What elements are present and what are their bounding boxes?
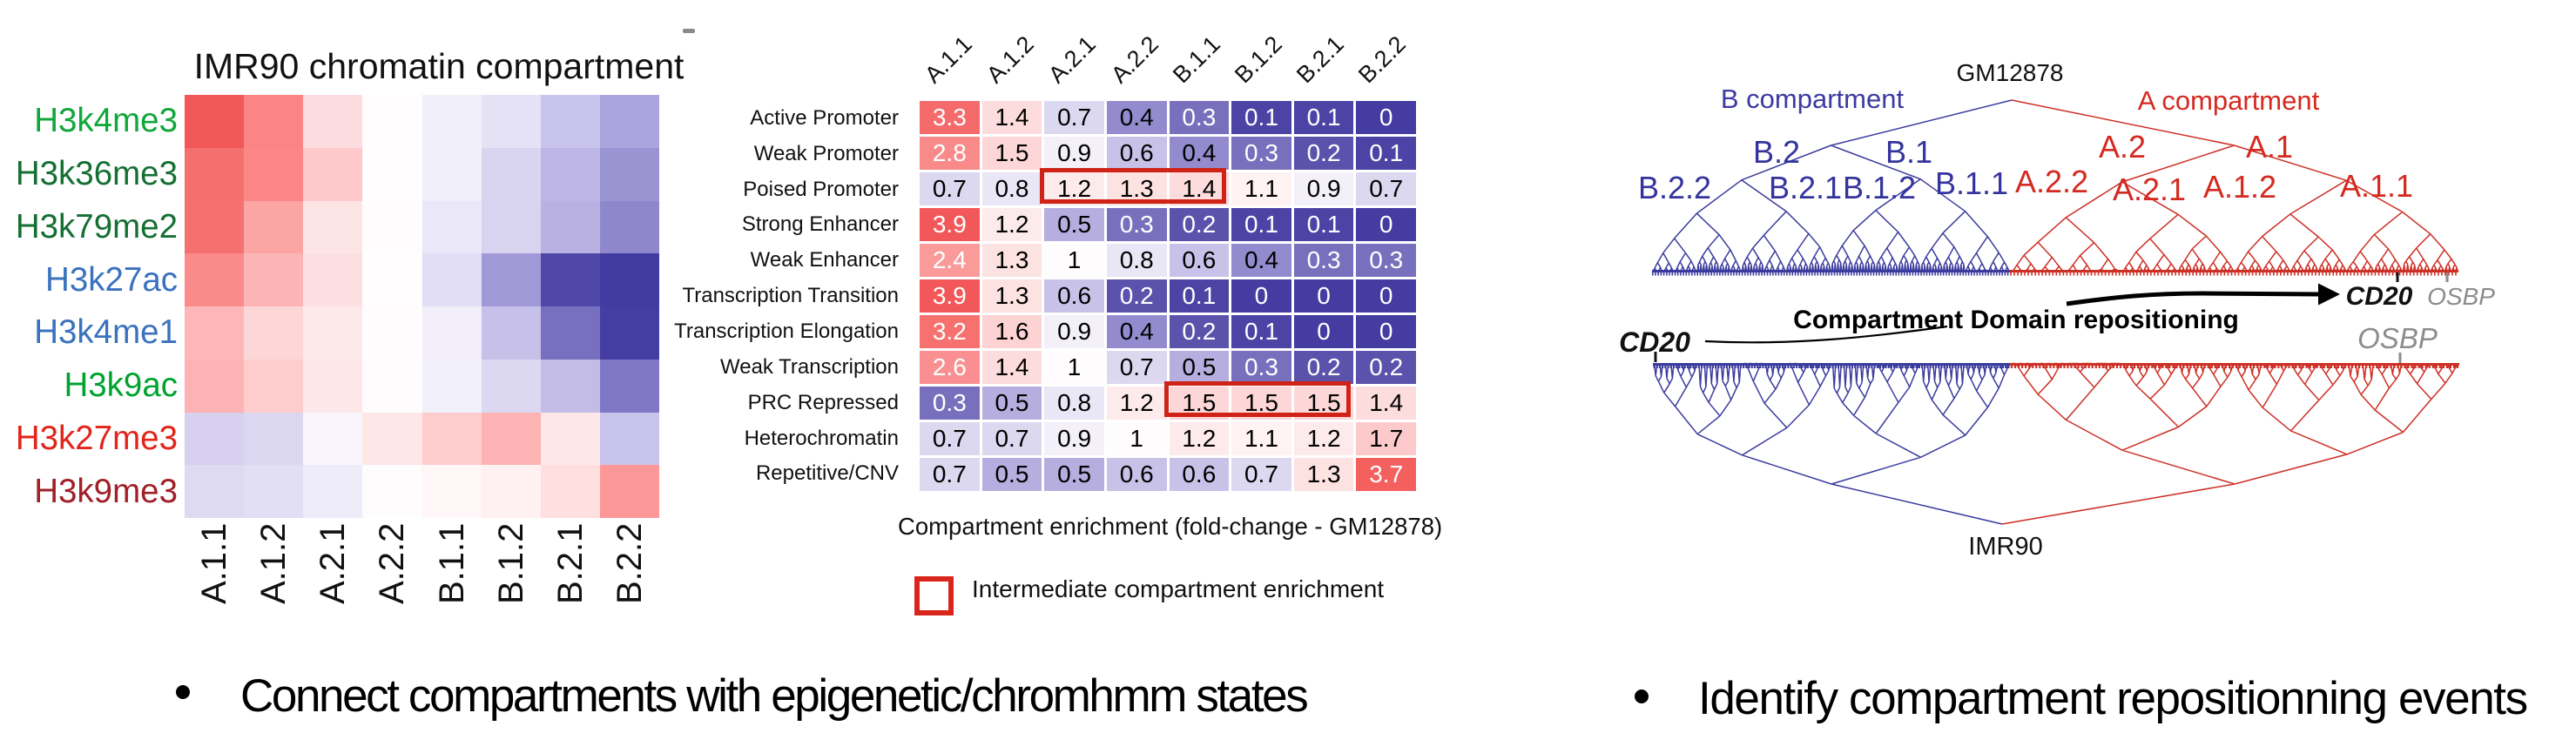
svg-text:OSBP: OSBP [2427, 283, 2495, 310]
svg-text:B compartment: B compartment [1721, 84, 1905, 114]
svg-text:A.1.1: A.1.1 [2340, 168, 2413, 204]
svg-text:A.2.1: A.2.1 [2113, 171, 2186, 207]
svg-text:OSBP: OSBP [2357, 322, 2438, 354]
svg-text:B.1.1: B.1.1 [1935, 165, 2008, 201]
svg-text:A compartment: A compartment [2138, 85, 2320, 116]
svg-text:A.1.2: A.1.2 [2203, 169, 2276, 205]
svg-text:Compartment Domain repositioni: Compartment Domain repositioning [1793, 306, 2239, 334]
svg-text:CD20: CD20 [2346, 282, 2413, 311]
svg-text:IMR90: IMR90 [1968, 533, 2042, 561]
svg-text:GM12878: GM12878 [1957, 59, 2064, 86]
svg-text:A.2: A.2 [2099, 129, 2146, 165]
svg-text:B.1: B.1 [1885, 134, 1932, 170]
svg-text:B.2.2: B.2.2 [1638, 170, 1711, 205]
svg-text:CD20: CD20 [1619, 326, 1690, 358]
svg-text:A.2.2: A.2.2 [2015, 164, 2088, 199]
svg-text:B.2.1: B.2.1 [1769, 170, 1842, 205]
svg-text:B.2: B.2 [1753, 134, 1800, 170]
svg-text:A.1: A.1 [2246, 129, 2293, 165]
svg-text:B.1.2: B.1.2 [1843, 170, 1916, 205]
